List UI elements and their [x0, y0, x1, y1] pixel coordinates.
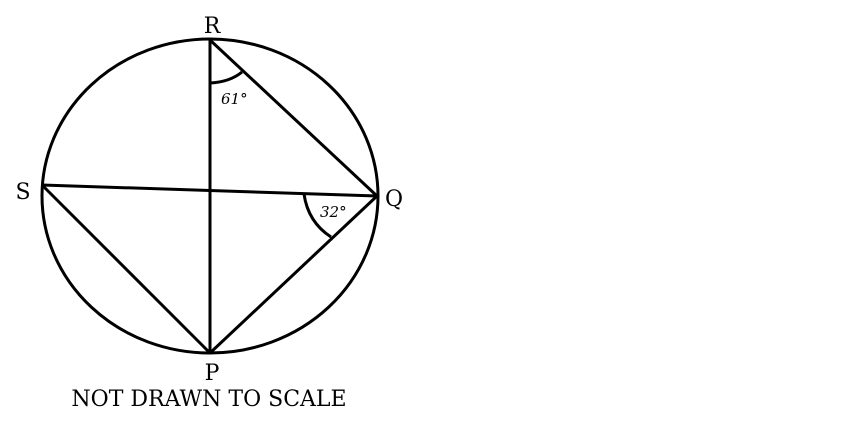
angle-arc-R — [209, 70, 243, 85]
angle-arc-Q — [302, 193, 332, 239]
point-label-S: S — [15, 180, 30, 205]
point-label-Q: Q — [385, 187, 403, 212]
not-to-scale-caption: NOT DRAWN TO SCALE — [71, 387, 346, 412]
point-label-R: R — [204, 14, 222, 39]
chord-SP — [40, 183, 212, 355]
chord-QP — [208, 194, 379, 355]
chord-SQ — [41, 183, 378, 198]
angle-label-R: 61° — [221, 90, 248, 108]
angle-label-Q: 32° — [320, 203, 347, 221]
chord-RQ — [208, 38, 379, 198]
point-label-P: P — [205, 361, 220, 386]
